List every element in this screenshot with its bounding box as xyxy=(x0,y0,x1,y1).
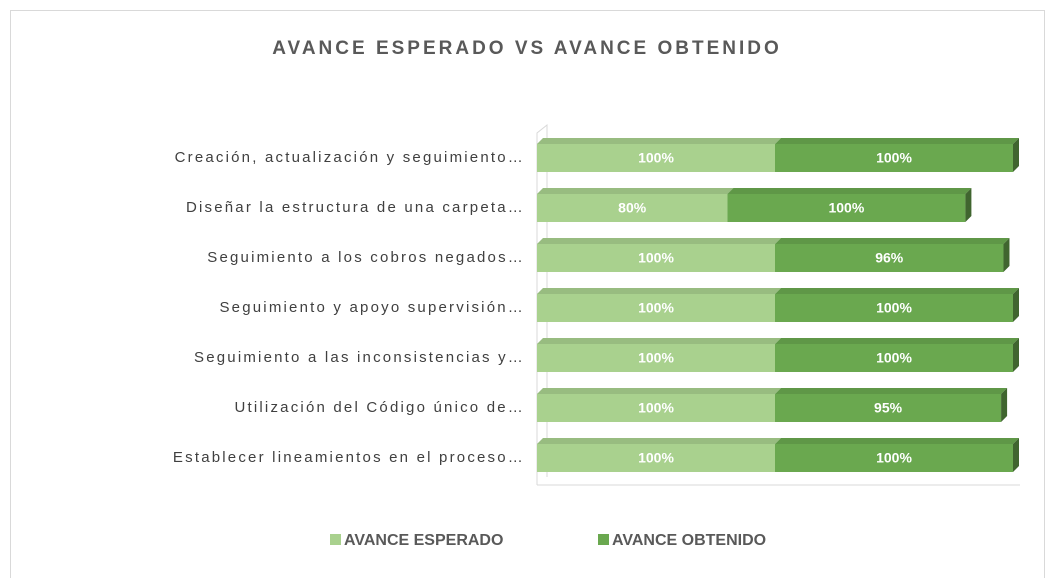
legend-swatch xyxy=(330,534,341,545)
bar-side xyxy=(1003,238,1010,272)
bar xyxy=(775,444,1013,472)
value-label: 100% xyxy=(828,200,864,216)
bar xyxy=(775,294,1013,322)
bar-top xyxy=(775,338,1019,344)
bar-top xyxy=(775,138,1019,144)
legend-label: AVANCE ESPERADO xyxy=(344,532,503,549)
value-label: 100% xyxy=(638,400,674,416)
bar-top xyxy=(537,188,734,194)
bar-top xyxy=(775,388,1008,394)
bar xyxy=(537,344,775,372)
value-label: 100% xyxy=(876,150,912,166)
bar xyxy=(775,244,1004,272)
bar xyxy=(537,294,775,322)
value-label: 100% xyxy=(876,350,912,366)
bar-top xyxy=(775,438,1019,444)
chart-title: AVANCE ESPERADO VS AVANCE OBTENIDO xyxy=(272,38,782,59)
category-label: Seguimiento a las inconsistencias y… xyxy=(194,349,525,366)
bar xyxy=(775,344,1013,372)
value-label: 95% xyxy=(874,400,903,416)
category-label: Diseñar la estructura de una carpeta… xyxy=(186,199,525,216)
legend-label: AVANCE OBTENIDO xyxy=(612,532,766,549)
legend-swatch xyxy=(598,534,609,545)
bar-side xyxy=(1013,438,1019,472)
bar-top xyxy=(537,138,781,144)
value-label: 100% xyxy=(638,450,674,466)
bar-top xyxy=(537,238,781,244)
bar-top xyxy=(537,388,781,394)
value-label: 96% xyxy=(875,250,904,266)
bar xyxy=(537,194,728,222)
bar xyxy=(775,144,1013,172)
category-label: Seguimiento a los cobros negados… xyxy=(207,249,525,266)
bar xyxy=(537,144,775,172)
bar-top xyxy=(775,238,1010,244)
category-label: Establecer lineamientos en el proceso… xyxy=(173,449,525,466)
bar-top xyxy=(727,188,972,194)
value-label: 100% xyxy=(638,300,674,316)
bar xyxy=(537,244,775,272)
bar-side xyxy=(1013,338,1019,372)
category-label: Creación, actualización y seguimiento… xyxy=(175,149,525,166)
category-label: Utilización del Código único de… xyxy=(234,399,525,416)
value-label: 100% xyxy=(638,350,674,366)
bar-top xyxy=(537,438,781,444)
value-label: 100% xyxy=(638,150,674,166)
bar xyxy=(727,194,966,222)
bar-top xyxy=(537,288,781,294)
bar-side xyxy=(1013,288,1019,322)
value-label: 100% xyxy=(876,300,912,316)
category-label: Seguimiento y apoyo supervisión… xyxy=(219,299,525,316)
bar xyxy=(775,394,1002,422)
bar-side xyxy=(1013,138,1019,172)
value-label: 100% xyxy=(638,250,674,266)
bar-top xyxy=(775,288,1019,294)
value-label: 80% xyxy=(618,200,647,216)
value-label: 100% xyxy=(876,450,912,466)
bar xyxy=(537,444,775,472)
bar-side xyxy=(1001,388,1008,422)
bar-side xyxy=(965,188,972,222)
bar xyxy=(537,394,775,422)
bar-top xyxy=(537,338,781,344)
